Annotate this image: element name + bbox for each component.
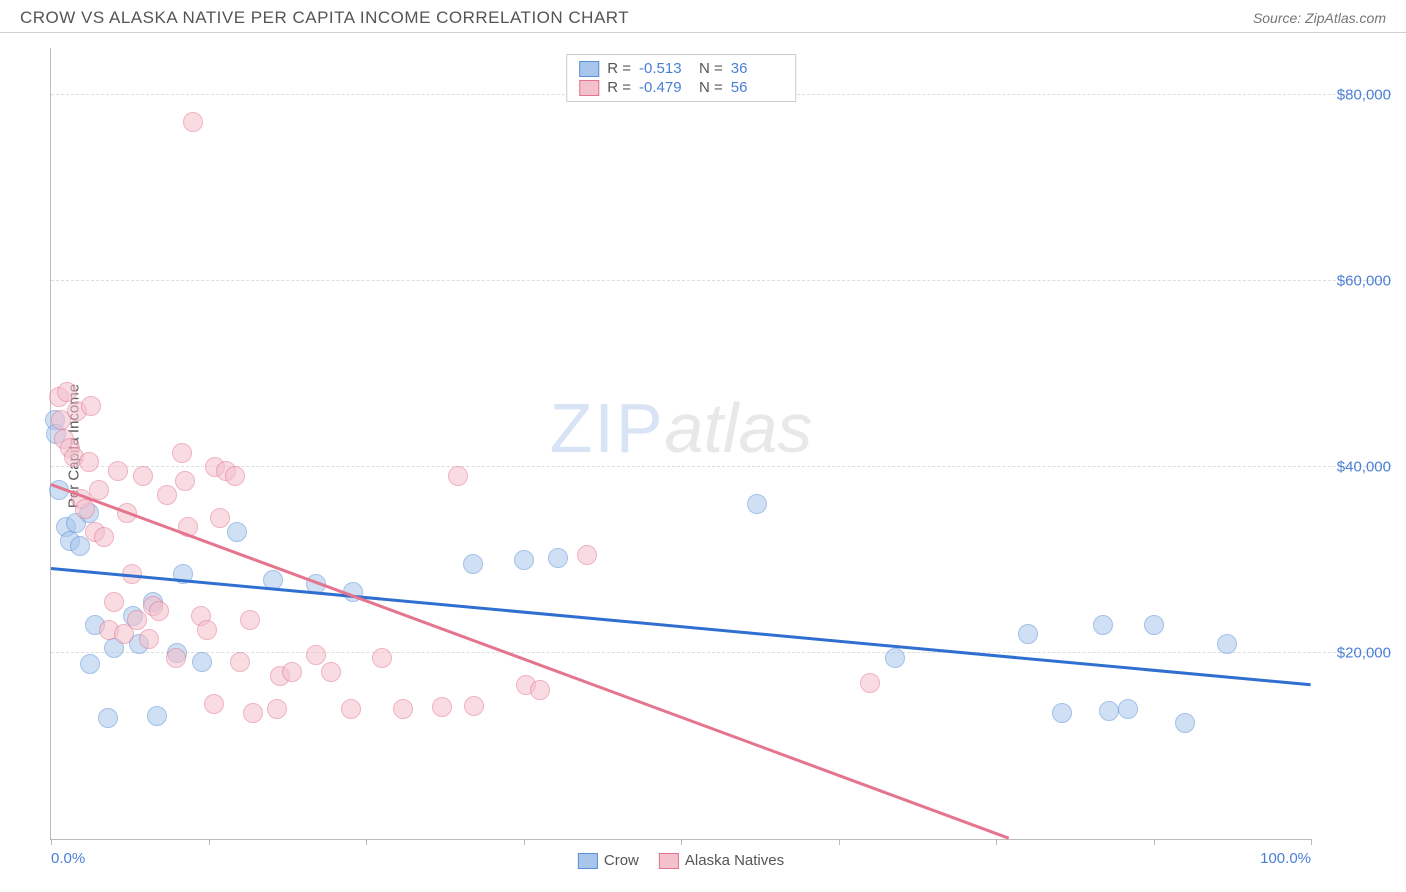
x-tick bbox=[839, 839, 840, 845]
data-point bbox=[75, 499, 95, 519]
x-tick bbox=[51, 839, 52, 845]
series-label: Crow bbox=[604, 852, 639, 869]
data-point bbox=[306, 645, 326, 665]
data-point bbox=[1052, 703, 1072, 723]
chart-header: CROW VS ALASKA NATIVE PER CAPITA INCOME … bbox=[0, 0, 1406, 33]
n-label: N = bbox=[699, 79, 723, 96]
gridline bbox=[51, 280, 1391, 281]
data-point bbox=[127, 610, 147, 630]
watermark-zip: ZIP bbox=[550, 389, 665, 467]
data-point bbox=[1175, 713, 1195, 733]
data-point bbox=[172, 443, 192, 463]
series-legend-item: Crow bbox=[578, 852, 639, 869]
legend-swatch bbox=[579, 80, 599, 96]
data-point bbox=[98, 708, 118, 728]
data-point bbox=[885, 648, 905, 668]
data-point bbox=[80, 654, 100, 674]
data-point bbox=[225, 466, 245, 486]
x-tick bbox=[1154, 839, 1155, 845]
data-point bbox=[548, 548, 568, 568]
correlation-legend-row: R = -0.513 N = 36 bbox=[579, 59, 783, 78]
data-point bbox=[530, 680, 550, 700]
data-point bbox=[432, 697, 452, 717]
data-point bbox=[139, 629, 159, 649]
data-point bbox=[282, 662, 302, 682]
data-point bbox=[1144, 615, 1164, 635]
data-point bbox=[1093, 615, 1113, 635]
data-point bbox=[267, 699, 287, 719]
data-point bbox=[747, 494, 767, 514]
x-tick bbox=[681, 839, 682, 845]
series-label: Alaska Natives bbox=[685, 852, 784, 869]
y-tick-label: $60,000 bbox=[1337, 272, 1391, 289]
r-value: -0.479 bbox=[639, 79, 691, 96]
data-point bbox=[175, 471, 195, 491]
series-legend: Crow Alaska Natives bbox=[578, 852, 784, 869]
data-point bbox=[514, 550, 534, 570]
data-point bbox=[243, 703, 263, 723]
data-point bbox=[230, 652, 250, 672]
r-label: R = bbox=[607, 79, 631, 96]
chart-title: CROW VS ALASKA NATIVE PER CAPITA INCOME … bbox=[20, 8, 629, 28]
series-legend-item: Alaska Natives bbox=[659, 852, 784, 869]
data-point bbox=[57, 382, 77, 402]
data-point bbox=[463, 554, 483, 574]
data-point bbox=[1018, 624, 1038, 644]
n-value: 56 bbox=[731, 79, 783, 96]
y-tick-label: $80,000 bbox=[1337, 86, 1391, 103]
legend-swatch bbox=[659, 853, 679, 869]
data-point bbox=[197, 620, 217, 640]
source-attribution: Source: ZipAtlas.com bbox=[1253, 10, 1386, 26]
data-point bbox=[147, 706, 167, 726]
r-label: R = bbox=[607, 60, 631, 77]
data-point bbox=[149, 601, 169, 621]
data-point bbox=[79, 452, 99, 472]
x-tick-label: 0.0% bbox=[51, 850, 85, 867]
correlation-legend: R = -0.513 N = 36 R = -0.479 N = 56 bbox=[566, 54, 796, 102]
x-tick bbox=[366, 839, 367, 845]
x-tick bbox=[996, 839, 997, 845]
watermark-atlas: atlas bbox=[665, 389, 813, 467]
x-tick bbox=[524, 839, 525, 845]
legend-swatch bbox=[578, 853, 598, 869]
correlation-legend-row: R = -0.479 N = 56 bbox=[579, 78, 783, 97]
data-point bbox=[577, 545, 597, 565]
y-tick-label: $40,000 bbox=[1337, 458, 1391, 475]
data-point bbox=[183, 112, 203, 132]
data-point bbox=[1099, 701, 1119, 721]
data-point bbox=[157, 485, 177, 505]
x-tick bbox=[209, 839, 210, 845]
data-point bbox=[321, 662, 341, 682]
y-tick-label: $20,000 bbox=[1337, 644, 1391, 661]
data-point bbox=[1217, 634, 1237, 654]
legend-swatch bbox=[579, 61, 599, 77]
gridline bbox=[51, 652, 1391, 653]
data-point bbox=[204, 694, 224, 714]
n-value: 36 bbox=[731, 60, 783, 77]
data-point bbox=[372, 648, 392, 668]
data-point bbox=[133, 466, 153, 486]
data-point bbox=[108, 461, 128, 481]
data-point bbox=[464, 696, 484, 716]
r-value: -0.513 bbox=[639, 60, 691, 77]
data-point bbox=[210, 508, 230, 528]
x-tick bbox=[1311, 839, 1312, 845]
x-tick-label: 100.0% bbox=[1260, 850, 1311, 867]
scatter-chart: ZIPatlas $20,000$40,000$60,000$80,0000.0… bbox=[50, 48, 1311, 840]
gridline bbox=[51, 466, 1391, 467]
data-point bbox=[227, 522, 247, 542]
n-label: N = bbox=[699, 60, 723, 77]
data-point bbox=[94, 527, 114, 547]
data-point bbox=[240, 610, 260, 630]
data-point bbox=[192, 652, 212, 672]
data-point bbox=[393, 699, 413, 719]
data-point bbox=[81, 396, 101, 416]
data-point bbox=[104, 592, 124, 612]
data-point bbox=[860, 673, 880, 693]
watermark: ZIPatlas bbox=[550, 388, 813, 468]
data-point bbox=[448, 466, 468, 486]
data-point bbox=[166, 648, 186, 668]
data-point bbox=[341, 699, 361, 719]
data-point bbox=[1118, 699, 1138, 719]
